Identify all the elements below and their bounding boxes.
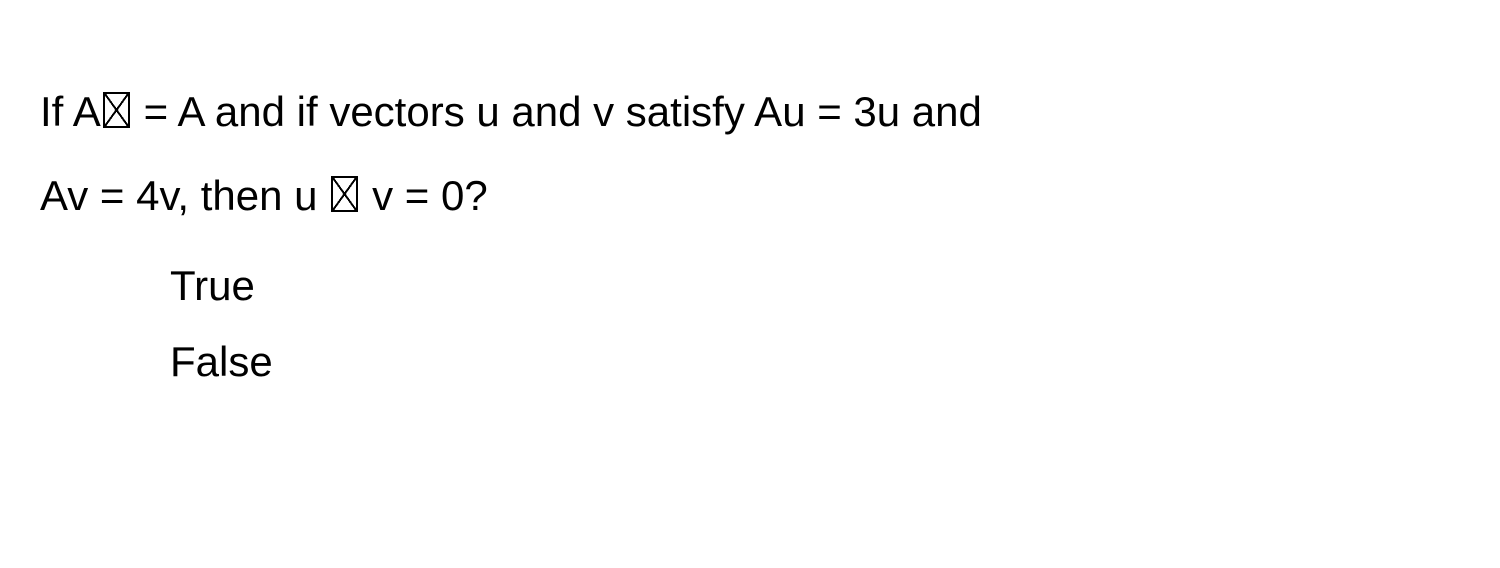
question-container: If A = A and if vectors u and v satisfy … — [40, 70, 1460, 399]
question-text-line2: Av = 4v, then u v = 0? — [40, 154, 1460, 238]
option-false[interactable]: False — [170, 324, 1460, 400]
question-part4: v = 0? — [360, 172, 487, 219]
question-part2: = A and if vectors u and v satisfy Au = … — [132, 88, 982, 135]
question-text: If A = A and if vectors u and v satisfy … — [40, 70, 1460, 154]
option-true[interactable]: True — [170, 248, 1460, 324]
question-part1: If A — [40, 88, 101, 135]
question-part3: Av = 4v, then u — [40, 172, 329, 219]
options-list: True False — [40, 248, 1460, 399]
missing-glyph-1 — [103, 92, 130, 128]
missing-glyph-2 — [331, 176, 358, 212]
